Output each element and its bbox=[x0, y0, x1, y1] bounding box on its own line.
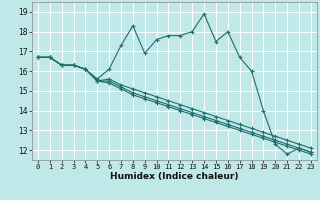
X-axis label: Humidex (Indice chaleur): Humidex (Indice chaleur) bbox=[110, 172, 239, 181]
